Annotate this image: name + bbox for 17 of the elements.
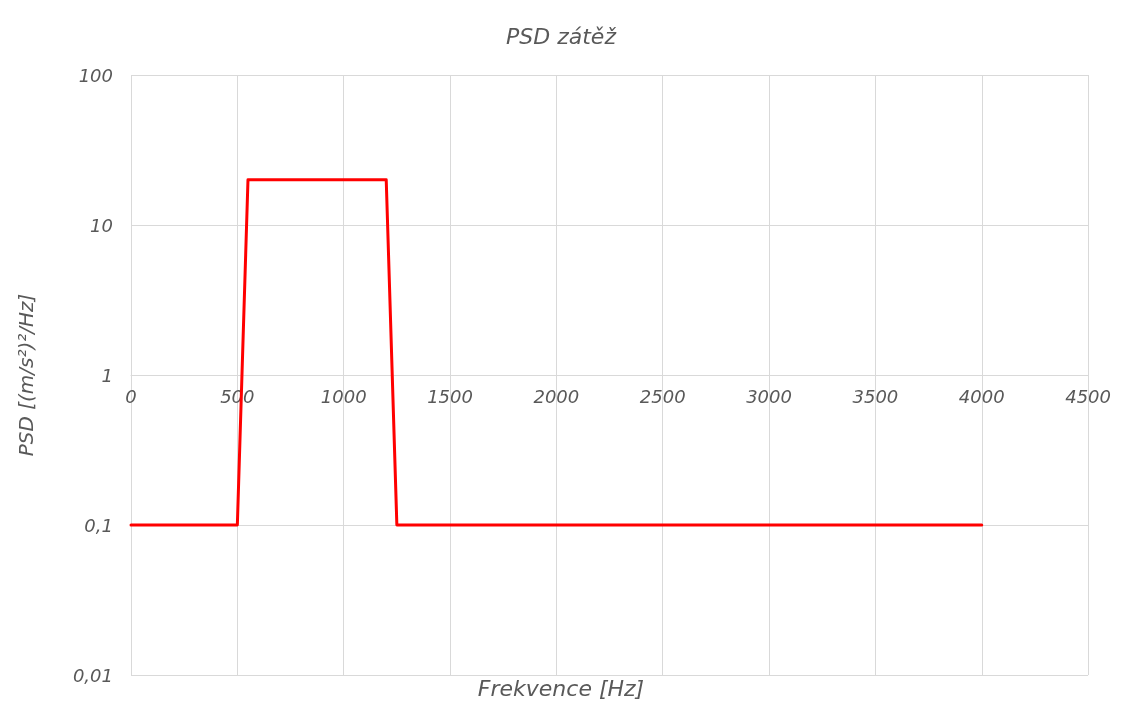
x-tick-label: 3500 bbox=[852, 385, 899, 407]
y-tick-label: 1 bbox=[101, 364, 113, 386]
chart-title: PSD zátěž bbox=[506, 23, 617, 49]
x-tick-label: 2500 bbox=[639, 385, 686, 407]
x-tick-label: 4000 bbox=[958, 385, 1005, 407]
y-tick-label: 0,1 bbox=[84, 514, 113, 536]
x-tick-label: 0 bbox=[125, 385, 137, 407]
x-axis-title: Frekvence [Hz] bbox=[477, 675, 645, 701]
x-tick-label: 4500 bbox=[1065, 385, 1111, 407]
x-tick-label: 2000 bbox=[533, 385, 580, 407]
x-tick-label: 1500 bbox=[427, 385, 473, 407]
y-tick-label: 0,01 bbox=[72, 664, 113, 686]
y-tick-label: 10 bbox=[90, 214, 113, 236]
x-tick-label: 1000 bbox=[320, 385, 367, 407]
y-tick-label: 100 bbox=[78, 64, 113, 86]
x-tick-label: 3000 bbox=[746, 385, 792, 407]
y-axis-title: PSD [(m/s²)²/Hz] bbox=[14, 293, 38, 457]
